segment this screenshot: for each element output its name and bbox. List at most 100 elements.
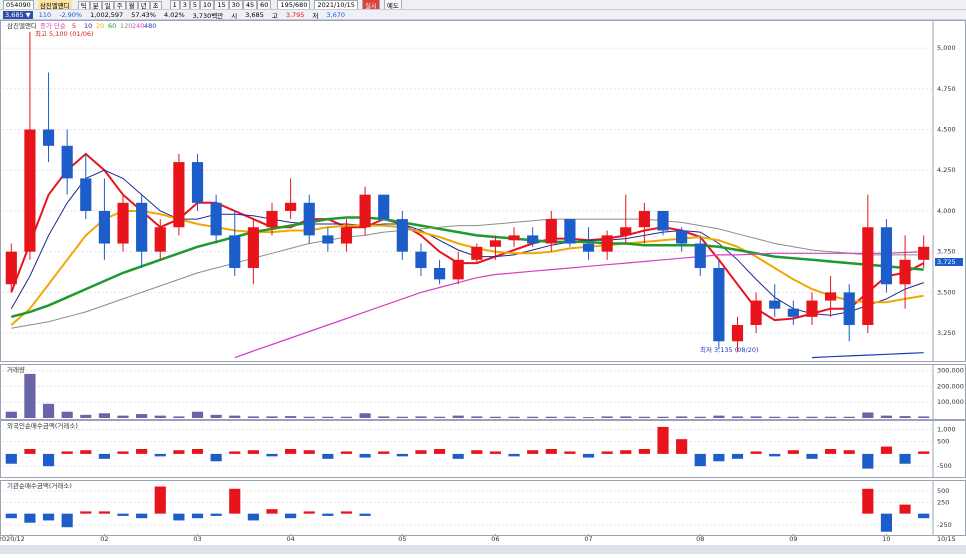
bar [489, 416, 502, 418]
y-tick-label: 250 [937, 498, 949, 506]
bar [117, 513, 129, 516]
bar [359, 513, 371, 516]
stock-name: 삼진엘앤디 [37, 0, 72, 10]
toolbar-button[interactable]: 년 [137, 0, 150, 9]
toolbar-button[interactable]: 30 [228, 0, 243, 9]
bar [191, 449, 204, 454]
y-tick-label: 3,500 [937, 288, 956, 296]
legend-entry: 480 [144, 22, 156, 30]
bar [676, 439, 688, 454]
low: 3,670 [326, 10, 346, 19]
candle-body [266, 210, 278, 228]
bar [471, 450, 483, 454]
bar [229, 415, 241, 418]
toolbar-button[interactable]: 1 [169, 0, 180, 9]
bar [154, 415, 166, 418]
candle-body [340, 227, 353, 244]
bar [787, 416, 799, 418]
toolbar-button[interactable]: 월 [125, 0, 138, 9]
bar [657, 426, 669, 454]
bar [117, 415, 129, 418]
ma-line [10, 216, 924, 319]
bar [210, 513, 222, 516]
last-price: 3,725 [937, 258, 956, 266]
bar [24, 513, 36, 523]
bar [862, 453, 874, 469]
bar [582, 417, 595, 418]
candle-body [359, 194, 371, 228]
bar [750, 451, 762, 454]
bar [154, 486, 166, 514]
bar [117, 451, 129, 454]
y-tick-label: 3,750 [937, 248, 956, 256]
candle-body [489, 240, 502, 247]
toolbar-button[interactable]: 60 [257, 0, 272, 9]
toolbar-button[interactable]: 주 [113, 0, 126, 9]
bar [136, 449, 148, 454]
bar [750, 416, 762, 418]
bar [285, 416, 297, 418]
bar [899, 453, 911, 464]
toolbar-button[interactable]: 3 [179, 0, 190, 9]
candle-body [638, 210, 650, 228]
bar [359, 413, 371, 418]
toolbar-button[interactable]: 5 [189, 0, 201, 9]
bar [601, 416, 613, 418]
toolbar-button[interactable]: 일 [101, 0, 114, 9]
toolbar-button[interactable]: 15 [214, 0, 229, 9]
bar [396, 416, 408, 418]
candle-body [173, 162, 185, 228]
y-tick-label: 500 [937, 438, 949, 446]
candle-body [396, 219, 408, 252]
bar [154, 453, 166, 457]
x-tick-label: 08 [696, 535, 704, 543]
action-button[interactable]: 예도 [383, 0, 402, 9]
candle-body [564, 219, 576, 244]
bar [564, 416, 576, 418]
x-tick-label: 10 [882, 535, 890, 543]
bar [880, 513, 893, 532]
bar [61, 411, 73, 418]
candle-body [191, 162, 204, 203]
bar [676, 416, 688, 418]
bar [862, 412, 874, 418]
toolbar-button[interactable]: 틱 [77, 0, 90, 9]
candle-body [61, 145, 73, 179]
toolbar-button[interactable]: 분 [89, 0, 102, 9]
candle-body [899, 259, 911, 285]
legend-label: 종가 단순 [40, 21, 66, 30]
bar [880, 446, 893, 454]
bar [769, 453, 781, 457]
x-tick-label: 2020/12 [0, 535, 25, 543]
bar [638, 449, 650, 454]
candle-body [42, 129, 55, 146]
bar [415, 416, 427, 418]
action-button[interactable]: 실시 [361, 0, 380, 9]
x-tick-label: 02 [100, 535, 108, 543]
candle-body [750, 300, 762, 325]
date[interactable]: 2021/10/15 [314, 0, 358, 9]
code-input[interactable]: 054090 [3, 0, 34, 9]
bar [80, 511, 92, 514]
bar [899, 504, 911, 514]
toolbar-button[interactable]: 초 [149, 0, 162, 9]
bar [266, 416, 278, 418]
bar [210, 453, 222, 462]
y-tick-label: 5,000 [937, 44, 956, 52]
y-tick-label: 4,000 [937, 207, 956, 215]
bar [657, 416, 669, 418]
bar [98, 453, 110, 459]
bar [61, 451, 73, 454]
turnover: 4.02% [164, 10, 185, 19]
candle-body [657, 210, 669, 231]
toolbar-button[interactable]: 10 [200, 0, 215, 9]
toolbar-button[interactable]: 45 [242, 0, 258, 9]
bar [731, 453, 744, 459]
bar [471, 416, 483, 418]
bar [918, 513, 930, 519]
bar [769, 416, 781, 418]
bar [378, 416, 390, 418]
candle-body [247, 227, 259, 268]
last-price-badge [935, 258, 963, 266]
